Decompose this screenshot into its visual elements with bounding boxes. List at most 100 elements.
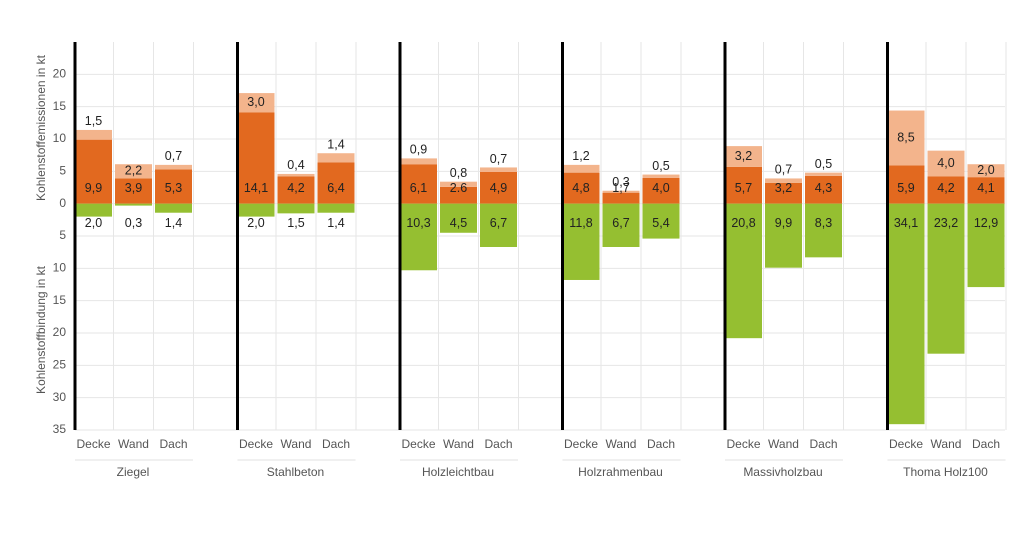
value-label: 0,5 [815,157,832,171]
value-label: 34,1 [894,216,918,230]
value-label: 4,0 [937,156,954,170]
value-label: 14,1 [244,181,268,195]
value-label: 4,2 [287,181,304,195]
bar-segment [642,174,680,178]
bar-segment [400,203,437,271]
value-label: 1,4 [327,216,344,230]
value-label: 2.6 [450,181,467,195]
group-label: Holzleichtbau [422,465,494,479]
bar-segment [237,203,275,217]
bar-segment [75,139,112,204]
value-label: 0,7 [490,152,507,166]
y-axis-title-top: Kohlenstoffemissionen in kt [34,54,48,201]
bar-segment [440,186,477,204]
x-tick-label: Dach [647,437,675,451]
x-tick-label: Wand [281,437,312,451]
y-axis-title-bottom: Kohlenstoffbindung in kt [34,265,48,394]
bar-segment [887,203,925,425]
y-tick-label: 15 [53,293,67,307]
bar-segment [602,192,640,204]
bar-segment [440,181,477,187]
value-label: 2,2 [125,164,142,178]
value-label: 0,3 [612,175,629,189]
y-tick-label: 15 [53,99,67,113]
value-label: 2,0 [85,216,102,230]
bar-segment [155,203,192,213]
bar-segment [967,203,1005,288]
value-label: 0,7 [165,149,182,163]
x-tick-label: Decke [239,437,273,451]
bar-segment [480,171,517,204]
bar-segment [967,177,1005,204]
bar-segment [115,164,152,179]
bar-segment [115,203,152,206]
bar-segment [562,203,600,280]
bar-segment [155,164,192,170]
bar-segment [317,153,355,163]
x-tick-label: Decke [401,437,435,451]
value-label: 0,3 [125,216,142,230]
bar-segment [115,178,152,204]
y-tick-label: 35 [53,422,67,436]
bar-segment [725,146,762,167]
value-label: 1,2 [572,149,589,163]
bar-segment [277,173,315,177]
bar-segment [887,110,925,166]
value-label: 23,2 [934,216,958,230]
bar-segment [765,203,802,268]
value-label: 20,8 [731,216,755,230]
bar-segment [805,175,842,204]
y-tick-label: 30 [53,390,67,404]
value-label: 5,3 [165,181,182,195]
value-label: 9,9 [775,216,792,230]
bar-segment [480,203,517,247]
value-label: 0,5 [652,159,669,173]
value-label: 0,8 [450,166,467,180]
value-label: 1,4 [327,138,344,152]
group-label: Thoma Holz100 [903,465,988,479]
bar-segment [400,158,437,165]
value-label: 1,5 [85,114,102,128]
bar-segment [725,203,762,339]
value-label: 5,4 [652,216,669,230]
value-label: 10,3 [406,216,430,230]
value-label: 12,9 [974,216,998,230]
bar-segment [765,178,802,183]
value-label: 6,7 [612,216,629,230]
bar-segment [725,166,762,204]
x-tick-label: Wand [443,437,474,451]
y-tick-label: 10 [53,261,67,275]
bar-segment [562,172,600,204]
value-label: 8,5 [897,130,914,144]
x-tick-label: Wand [118,437,149,451]
bar-segment [317,162,355,204]
y-tick-label: 20 [53,67,67,81]
value-label: 11,8 [569,216,592,230]
y-tick-label: 25 [53,358,67,372]
value-label: 4,0 [652,181,669,195]
x-tick-label: Dach [972,437,1000,451]
bar-segment [75,129,112,140]
bar-segment [277,176,315,204]
bar-segment [317,203,355,213]
value-label: 2,0 [977,163,994,177]
value-label: 3,2 [775,181,792,195]
value-label: 4,3 [815,181,832,195]
x-tick-label: Wand [606,437,637,451]
value-label: 4,5 [450,216,467,230]
bar-segment [602,190,640,193]
y-tick-label: 20 [53,325,67,339]
bar-segment [887,165,925,204]
value-label: 3,0 [247,95,264,109]
bar-segment [400,164,437,204]
bar-segment [440,203,477,233]
x-tick-label: Decke [564,437,598,451]
value-label: 0,7 [775,163,792,177]
value-label: 4,8 [572,181,589,195]
value-label: 3,9 [125,181,142,195]
value-label: 4,2 [937,181,954,195]
bar-segment [927,203,965,354]
value-label: 3,2 [735,149,752,163]
bar-segment [155,169,192,204]
value-label: 8,3 [815,216,832,230]
